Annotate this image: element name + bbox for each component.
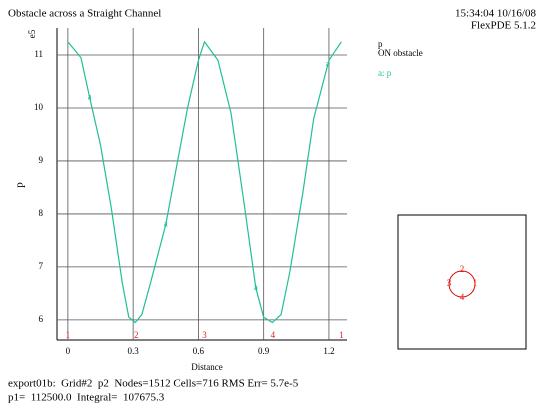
x-axis-label: Distance: [191, 362, 223, 372]
boundary-point-label: 1: [339, 330, 344, 340]
chart-title: Obstacle across a Straight Channel: [8, 8, 161, 20]
timestamp: 15:34:04 10/16/08: [455, 8, 536, 20]
y-tick-label: 10: [34, 102, 44, 112]
inset-frame: [397, 214, 527, 350]
footer-line: p1= 112500.0 Integral= 107675.3: [8, 392, 165, 404]
curve-marker: a: [254, 282, 258, 292]
legend-title: p: [378, 39, 383, 49]
boundary-point-label: 4: [271, 330, 276, 340]
curve-marker: a: [326, 59, 330, 69]
legend-entry: a: p: [378, 68, 392, 78]
x-tick-label: 0: [66, 346, 71, 356]
y-tick-label: 7: [39, 261, 44, 271]
x-tick-label: 1.2: [323, 346, 334, 356]
legend-subtitle: ON obstacle: [378, 48, 423, 58]
footer-line: export01b: Grid#2 p2 Nodes=1512 Cells=71…: [8, 378, 299, 390]
x-tick-label: 0.6: [193, 346, 205, 356]
software: FlexPDE 5.1.2: [471, 20, 536, 32]
inset-label: 1: [473, 278, 478, 288]
curve-marker: a: [88, 91, 92, 101]
boundary-point-label: 1: [66, 330, 71, 340]
y-tick-label: 11: [34, 49, 43, 59]
boundary-point-label: 3: [202, 330, 207, 340]
y-tick-label: 9: [39, 155, 44, 165]
inset-label: 3: [447, 278, 452, 288]
y-tick-label: 8: [39, 208, 44, 218]
inset-label: 2: [460, 264, 465, 274]
boundary-point-label: 2: [134, 330, 139, 340]
y-axis-label: p: [14, 182, 26, 188]
x-tick-label: 0.3: [128, 346, 140, 356]
y-tick-label: 6: [39, 314, 44, 324]
inset-label: 4: [460, 292, 465, 302]
curve-marker: a: [164, 219, 168, 229]
x-tick-label: 0.9: [258, 346, 270, 356]
inset-obstacle: [448, 270, 476, 298]
y-multiplier: e5: [27, 29, 37, 38]
line-series: [67, 40, 342, 324]
